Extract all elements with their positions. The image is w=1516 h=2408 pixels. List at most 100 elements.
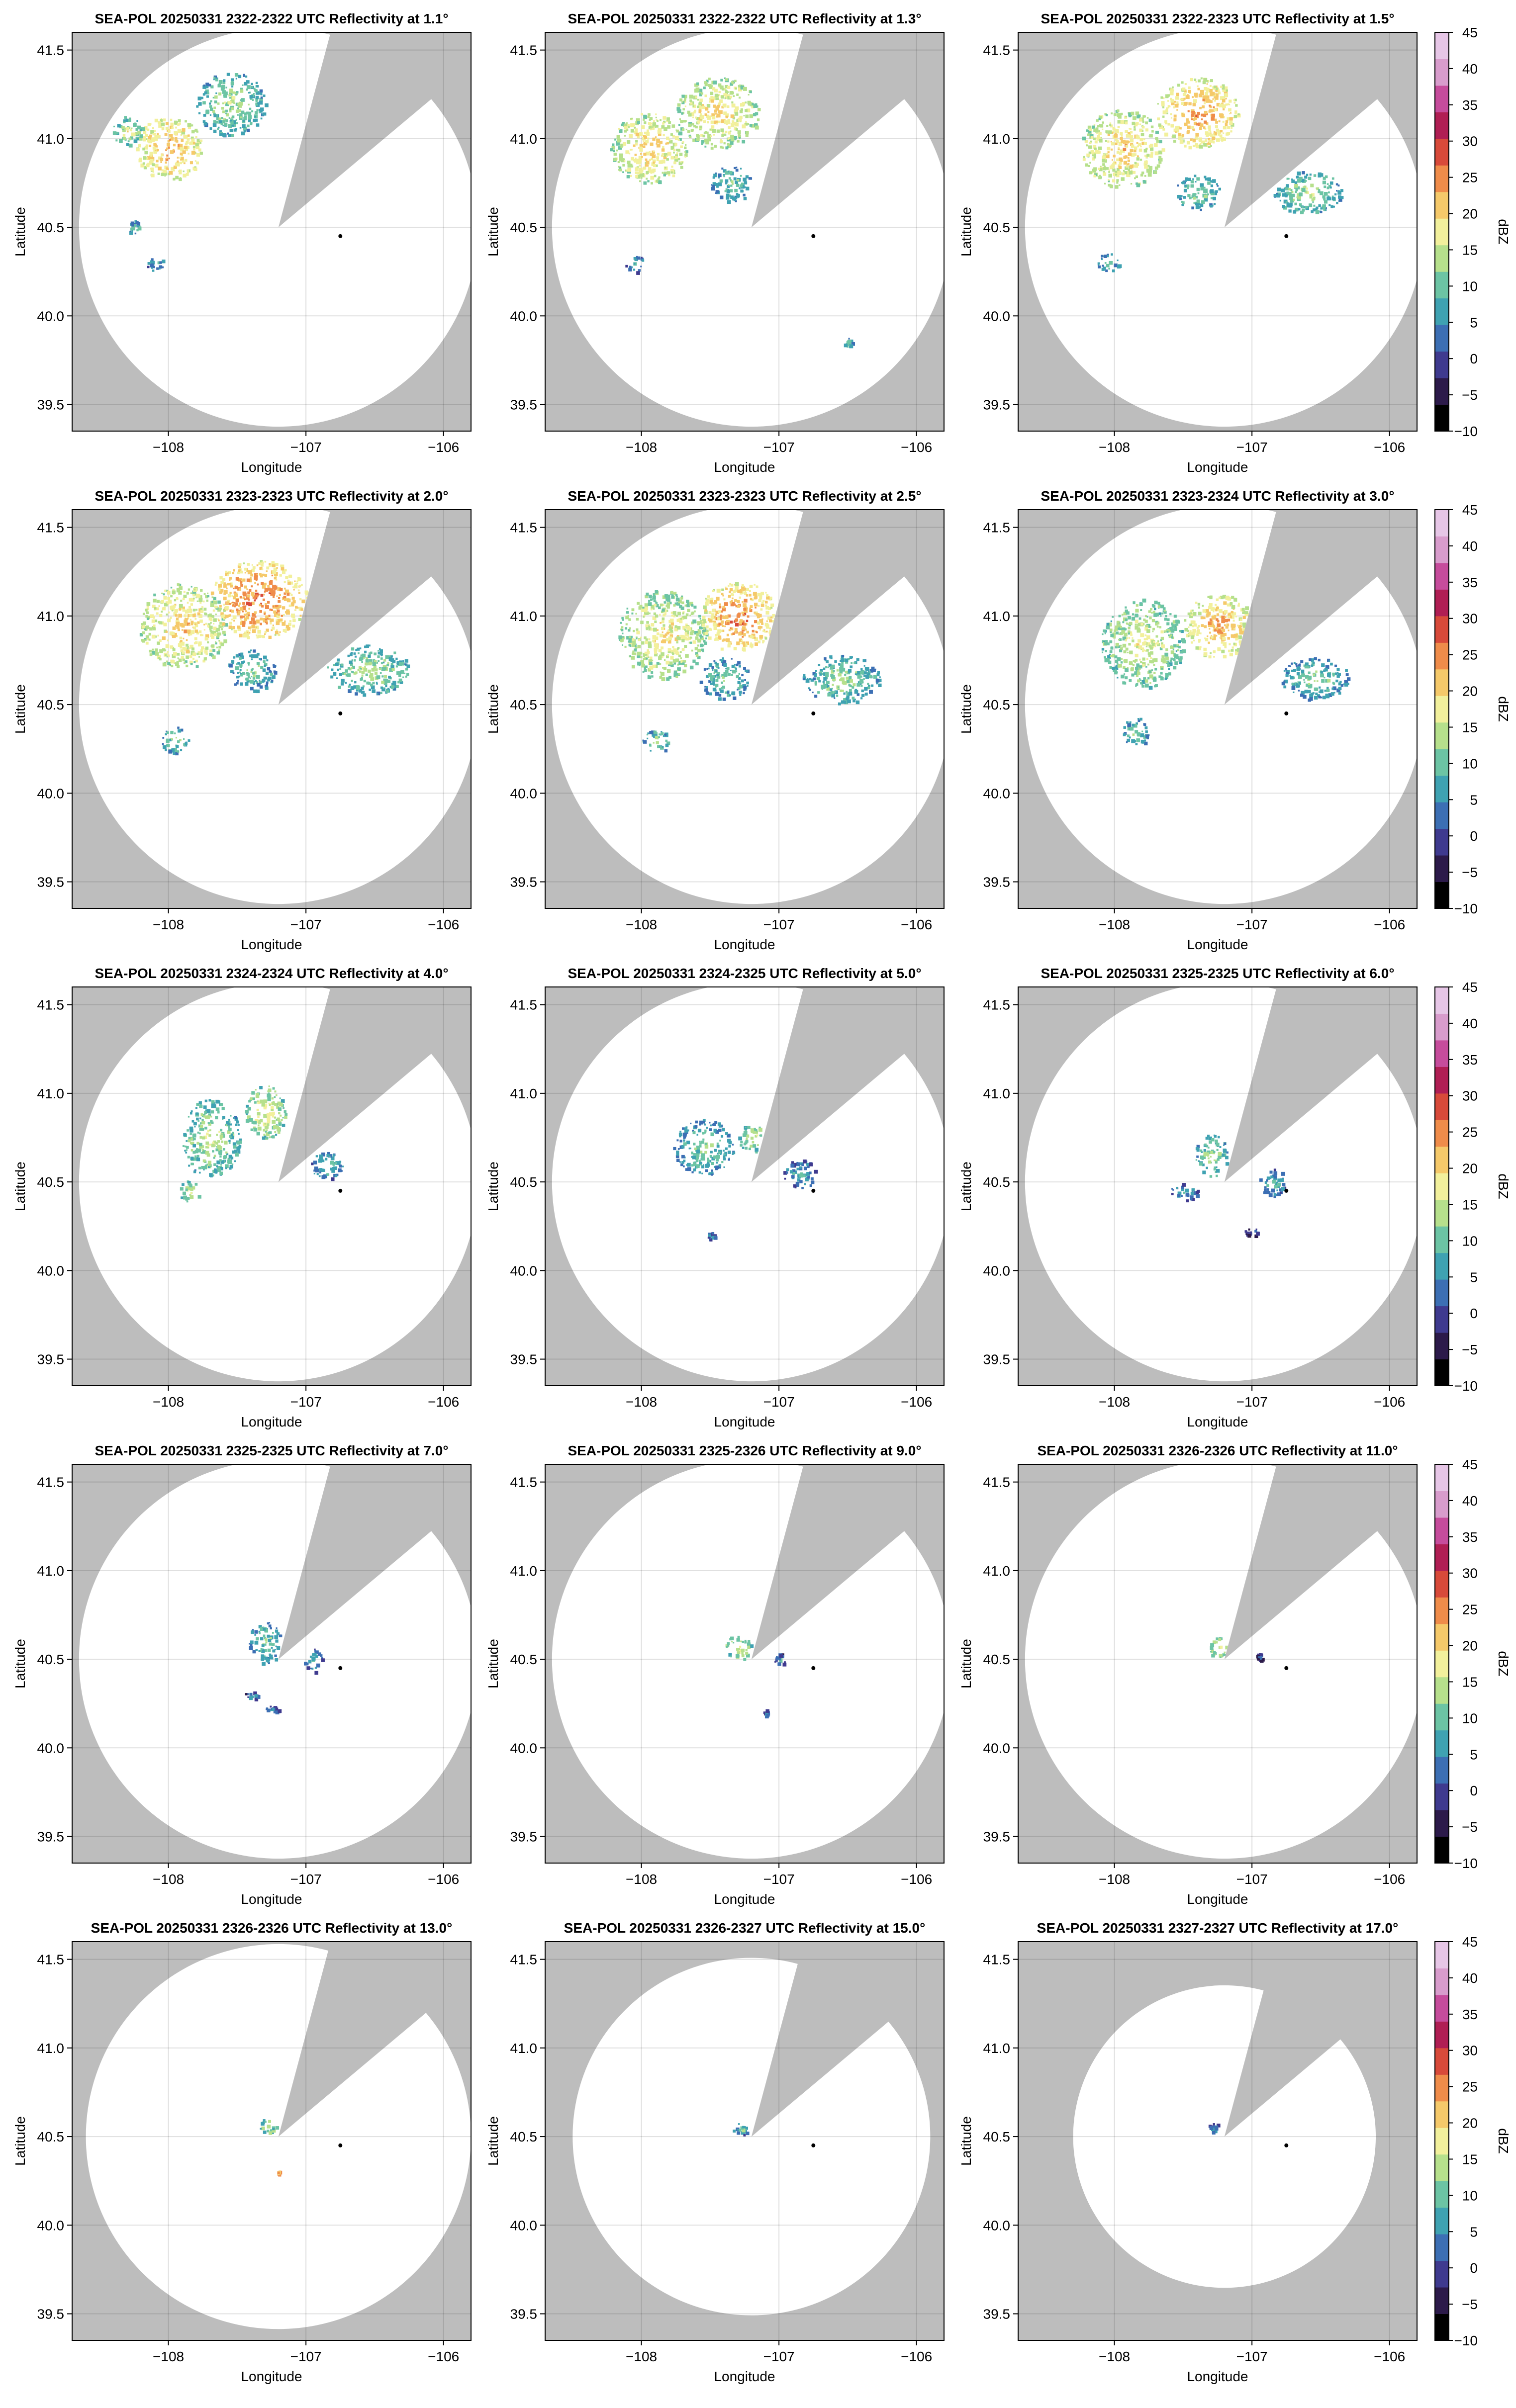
echo-pixel xyxy=(1098,132,1102,135)
echo-pixel xyxy=(717,589,721,593)
echo-pixel xyxy=(688,124,691,127)
echo-pixel xyxy=(705,602,709,606)
x-tick-label: −108 xyxy=(1099,440,1130,455)
echo-pixel xyxy=(333,664,335,666)
echo-pixel xyxy=(1187,121,1190,124)
echo-pixel xyxy=(237,662,240,664)
echo-pixel xyxy=(691,604,693,607)
echo-pixel xyxy=(247,85,251,89)
echo-pixel xyxy=(682,670,686,674)
echo-pixel xyxy=(651,609,653,611)
echo-pixel xyxy=(284,569,287,572)
echo-pixel xyxy=(661,652,664,656)
echo-pixel xyxy=(248,570,252,574)
echo-pixel xyxy=(667,125,670,129)
echo-pixel xyxy=(1116,179,1119,181)
echo-pixel xyxy=(350,653,353,656)
echo-pixel xyxy=(636,631,640,634)
echo-pixel xyxy=(682,626,685,629)
echo-pixel xyxy=(675,156,678,159)
echo-pixel xyxy=(198,102,201,105)
echo-pixel xyxy=(1161,613,1163,615)
echo-pixel xyxy=(680,597,683,600)
echo-pixel xyxy=(1107,147,1110,150)
echo-pixel xyxy=(727,143,730,146)
echo-pixel xyxy=(626,122,628,124)
echo-pixel xyxy=(211,616,212,617)
echo-pixel xyxy=(240,584,243,587)
echo-pixel xyxy=(715,634,717,636)
echo-pixel xyxy=(1142,180,1145,182)
echo-pixel xyxy=(299,598,301,600)
echo-pixel xyxy=(717,617,720,620)
echo-pixel xyxy=(643,181,647,185)
echo-pixel xyxy=(171,587,173,589)
echo-pixel xyxy=(707,121,709,123)
echo-pixel xyxy=(1092,125,1095,128)
echo-pixel xyxy=(840,690,842,692)
echo-pixel xyxy=(152,133,155,135)
echo-pixel xyxy=(360,647,362,649)
echo-pixel xyxy=(214,100,217,103)
echo-pixel xyxy=(1328,197,1331,200)
echo-pixel xyxy=(225,113,227,114)
echo-pixel xyxy=(298,618,301,621)
echo-pixel xyxy=(754,612,756,614)
echo-pixel xyxy=(732,594,734,596)
echo-pixel xyxy=(180,144,183,147)
echo-pixel xyxy=(275,605,277,607)
echo-pixel xyxy=(234,129,237,132)
echo-pixel xyxy=(652,660,653,661)
echo-pixel xyxy=(174,131,177,135)
echo-pixel xyxy=(1197,86,1198,87)
echo-pixel xyxy=(728,91,729,93)
echo-pixel xyxy=(229,117,230,119)
echo-pixel xyxy=(823,677,827,681)
echo-pixel xyxy=(692,105,694,107)
echo-pixel xyxy=(618,161,620,163)
echo-pixel xyxy=(693,606,696,609)
echo-pixel xyxy=(247,632,248,633)
echo-pixel xyxy=(1216,129,1219,132)
echo-pixel xyxy=(1285,194,1288,197)
echo-pixel xyxy=(282,606,285,609)
echo-pixel xyxy=(158,167,162,171)
echo-pixel xyxy=(201,606,203,608)
echo-pixel xyxy=(1087,134,1089,136)
echo-pixel xyxy=(656,125,659,128)
echo-pixel xyxy=(758,605,760,607)
echo-pixel xyxy=(1207,181,1211,185)
echo-pixel xyxy=(825,666,827,668)
echo-pixel xyxy=(867,683,869,685)
echo-pixel xyxy=(243,562,245,564)
echo-pixel xyxy=(337,669,339,671)
echo-pixel xyxy=(259,680,260,681)
echo-pixel xyxy=(191,623,193,625)
echo-pixel xyxy=(259,658,261,660)
echo-pixel xyxy=(229,580,230,581)
echo-pixel xyxy=(624,126,628,130)
echo-pixel xyxy=(184,614,187,617)
echo-pixel xyxy=(674,173,675,174)
echo-pixel xyxy=(163,118,166,121)
echo-pixel xyxy=(670,630,673,633)
echo-pixel xyxy=(210,100,212,102)
echo-pixel xyxy=(730,135,734,139)
echo-pixel xyxy=(1124,161,1127,165)
echo-pixel xyxy=(1109,170,1110,171)
echo-pixel xyxy=(721,682,723,684)
echo-pixel xyxy=(1128,160,1130,162)
echo-pixel xyxy=(125,119,128,122)
echo-pixel xyxy=(728,644,731,647)
echo-pixel xyxy=(713,602,715,604)
echo-pixel xyxy=(250,95,253,98)
echo-pixel xyxy=(1130,131,1133,133)
echo-pixel xyxy=(1117,171,1121,175)
echo-pixel xyxy=(184,662,186,664)
echo-pixel xyxy=(843,693,845,695)
echo-pixel xyxy=(236,676,239,679)
echo-pixel xyxy=(197,595,200,598)
echo-pixel xyxy=(142,631,145,634)
echo-pixel xyxy=(251,658,253,660)
echo-pixel xyxy=(1228,108,1232,112)
